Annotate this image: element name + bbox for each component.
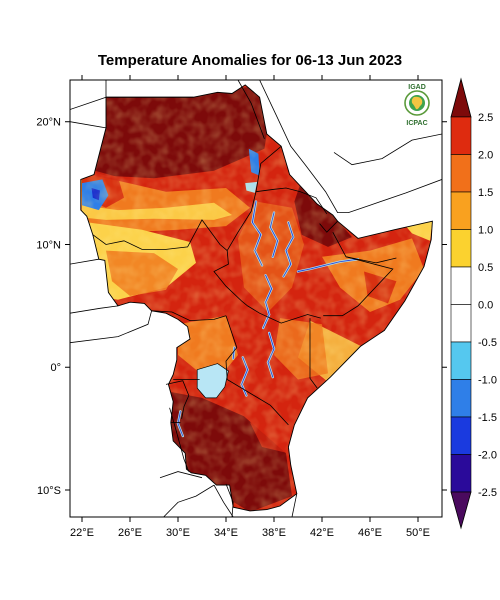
anomaly-field (80, 84, 433, 511)
colorbar-swatch (450, 454, 472, 493)
map-area (70, 80, 442, 517)
colorbar-swatch (450, 304, 472, 343)
colorbar-tick-label: -1.0 (478, 375, 497, 387)
country-border (163, 484, 215, 517)
colorbar-swatch (450, 341, 472, 380)
colorbar-tick-label: -2.0 (478, 450, 497, 462)
country-border (165, 380, 190, 419)
country-border (213, 484, 234, 517)
longitude-tick-label: 50°E (406, 527, 430, 539)
country-border (226, 379, 289, 426)
logo-top-text: IGAD (408, 84, 426, 91)
country-border (333, 133, 442, 166)
country-border (345, 256, 397, 264)
colorbar-tick-label: 0.0 (478, 300, 493, 312)
anomaly-texture (80, 84, 433, 511)
country-borders (70, 80, 442, 517)
map-frame (69, 79, 443, 518)
latitude-tick-label: 10°S (37, 485, 61, 497)
country-border (92, 219, 228, 251)
country-border (159, 471, 203, 479)
country-border (255, 187, 328, 215)
country-border (319, 220, 338, 233)
country-border (225, 315, 238, 380)
colorbar-swatch (450, 416, 472, 455)
country-border (70, 310, 152, 344)
country-border (237, 80, 265, 140)
longitude-tick-label: 34°E (214, 527, 238, 539)
colorbar-tick-label: 0.5 (478, 262, 493, 274)
latitude-tick-label: 20°N (36, 117, 61, 129)
colorbar: 2.5 2.0 1.5 1.0 0.5 0.0 -0.5 -1.0 -1.5 -2.0 -2.5 (450, 77, 497, 530)
country-border (70, 305, 119, 314)
country-border (291, 493, 298, 517)
longitude-tick-label: 38°E (262, 527, 286, 539)
colorbar-max-triangle (450, 77, 472, 118)
latitude-tick-label: 0° (50, 362, 61, 374)
longitude-tick-label: 46°E (358, 527, 382, 539)
colorbar-min-triangle (450, 491, 472, 530)
country-border (323, 232, 394, 317)
country-border (70, 96, 107, 110)
latitude-axis: 20°N 10°N 0° 10°S (36, 117, 447, 497)
colorbar-tick-label: 2.5 (478, 112, 493, 124)
country-border (70, 121, 107, 129)
colorbar-swatch (450, 229, 472, 268)
colorbar-tick-label: 2.0 (478, 150, 493, 162)
colorbar-tick-label: 1.5 (478, 187, 493, 199)
colorbar-swatch (450, 191, 472, 230)
map-title: Temperature Anomalies for 06-13 Jun 2023 (97, 52, 403, 69)
country-border (259, 80, 442, 213)
colorbar-swatch (450, 116, 472, 155)
country-border (226, 145, 282, 251)
country-border (151, 310, 227, 322)
lake-victoria (196, 363, 229, 399)
country-border (213, 250, 248, 307)
colorbar-tick-label: -2.5 (478, 487, 497, 499)
longitude-axis: 22°E 26°E 30°E 34°E 38°E 42°E 46°E 50°E (70, 75, 430, 539)
colorbar-swatch (450, 379, 472, 418)
country-border (169, 407, 190, 472)
country-border (247, 305, 321, 324)
colorbar-swatch (450, 266, 472, 305)
longitude-tick-label: 30°E (166, 527, 190, 539)
longitude-tick-label: 26°E (118, 527, 142, 539)
country-border (70, 258, 99, 265)
colorbar-swatch (450, 154, 472, 193)
latitude-tick-label: 10°N (36, 239, 61, 251)
colorbar-tick-label: -1.5 (478, 412, 497, 424)
colorbar-tick-label: -0.5 (478, 337, 497, 349)
africa-outline-icon (411, 96, 423, 110)
igad-icpac-logo: IGAD ICPAC (404, 84, 430, 127)
country-border (225, 483, 234, 517)
longitude-tick-label: 42°E (310, 527, 334, 539)
logo-bottom-text: ICPAC (406, 120, 427, 127)
longitude-tick-label: 22°E (70, 527, 94, 539)
colorbar-tick-label: 1.0 (478, 225, 493, 237)
country-border (309, 318, 318, 389)
